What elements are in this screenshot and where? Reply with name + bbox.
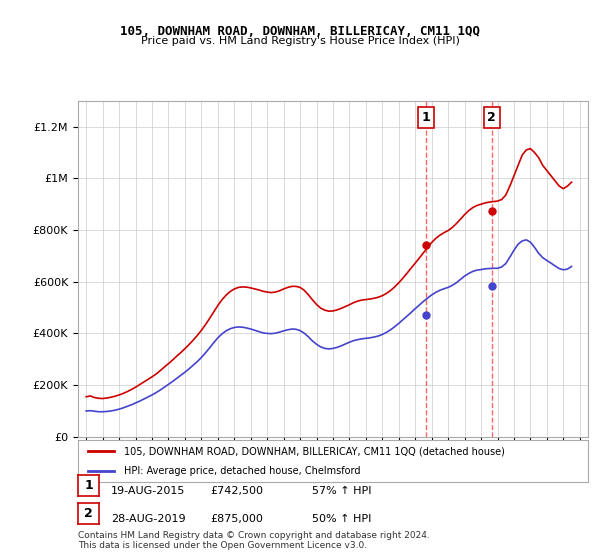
Text: 57% ↑ HPI: 57% ↑ HPI: [312, 486, 371, 496]
Text: £742,500: £742,500: [210, 486, 263, 496]
Text: 50% ↑ HPI: 50% ↑ HPI: [312, 514, 371, 524]
Text: 105, DOWNHAM ROAD, DOWNHAM, BILLERICAY, CM11 1QQ (detached house): 105, DOWNHAM ROAD, DOWNHAM, BILLERICAY, …: [124, 446, 505, 456]
Text: Price paid vs. HM Land Registry's House Price Index (HPI): Price paid vs. HM Land Registry's House …: [140, 36, 460, 46]
Text: 2: 2: [84, 507, 93, 520]
Text: 1: 1: [84, 479, 93, 492]
Text: Contains HM Land Registry data © Crown copyright and database right 2024.
This d: Contains HM Land Registry data © Crown c…: [78, 530, 430, 550]
Text: 28-AUG-2019: 28-AUG-2019: [111, 514, 185, 524]
Text: 105, DOWNHAM ROAD, DOWNHAM, BILLERICAY, CM11 1QQ: 105, DOWNHAM ROAD, DOWNHAM, BILLERICAY, …: [120, 25, 480, 38]
Text: 2: 2: [487, 111, 496, 124]
Text: 1: 1: [422, 111, 430, 124]
Text: 19-AUG-2015: 19-AUG-2015: [111, 486, 185, 496]
Text: £875,000: £875,000: [210, 514, 263, 524]
Text: HPI: Average price, detached house, Chelmsford: HPI: Average price, detached house, Chel…: [124, 466, 361, 476]
